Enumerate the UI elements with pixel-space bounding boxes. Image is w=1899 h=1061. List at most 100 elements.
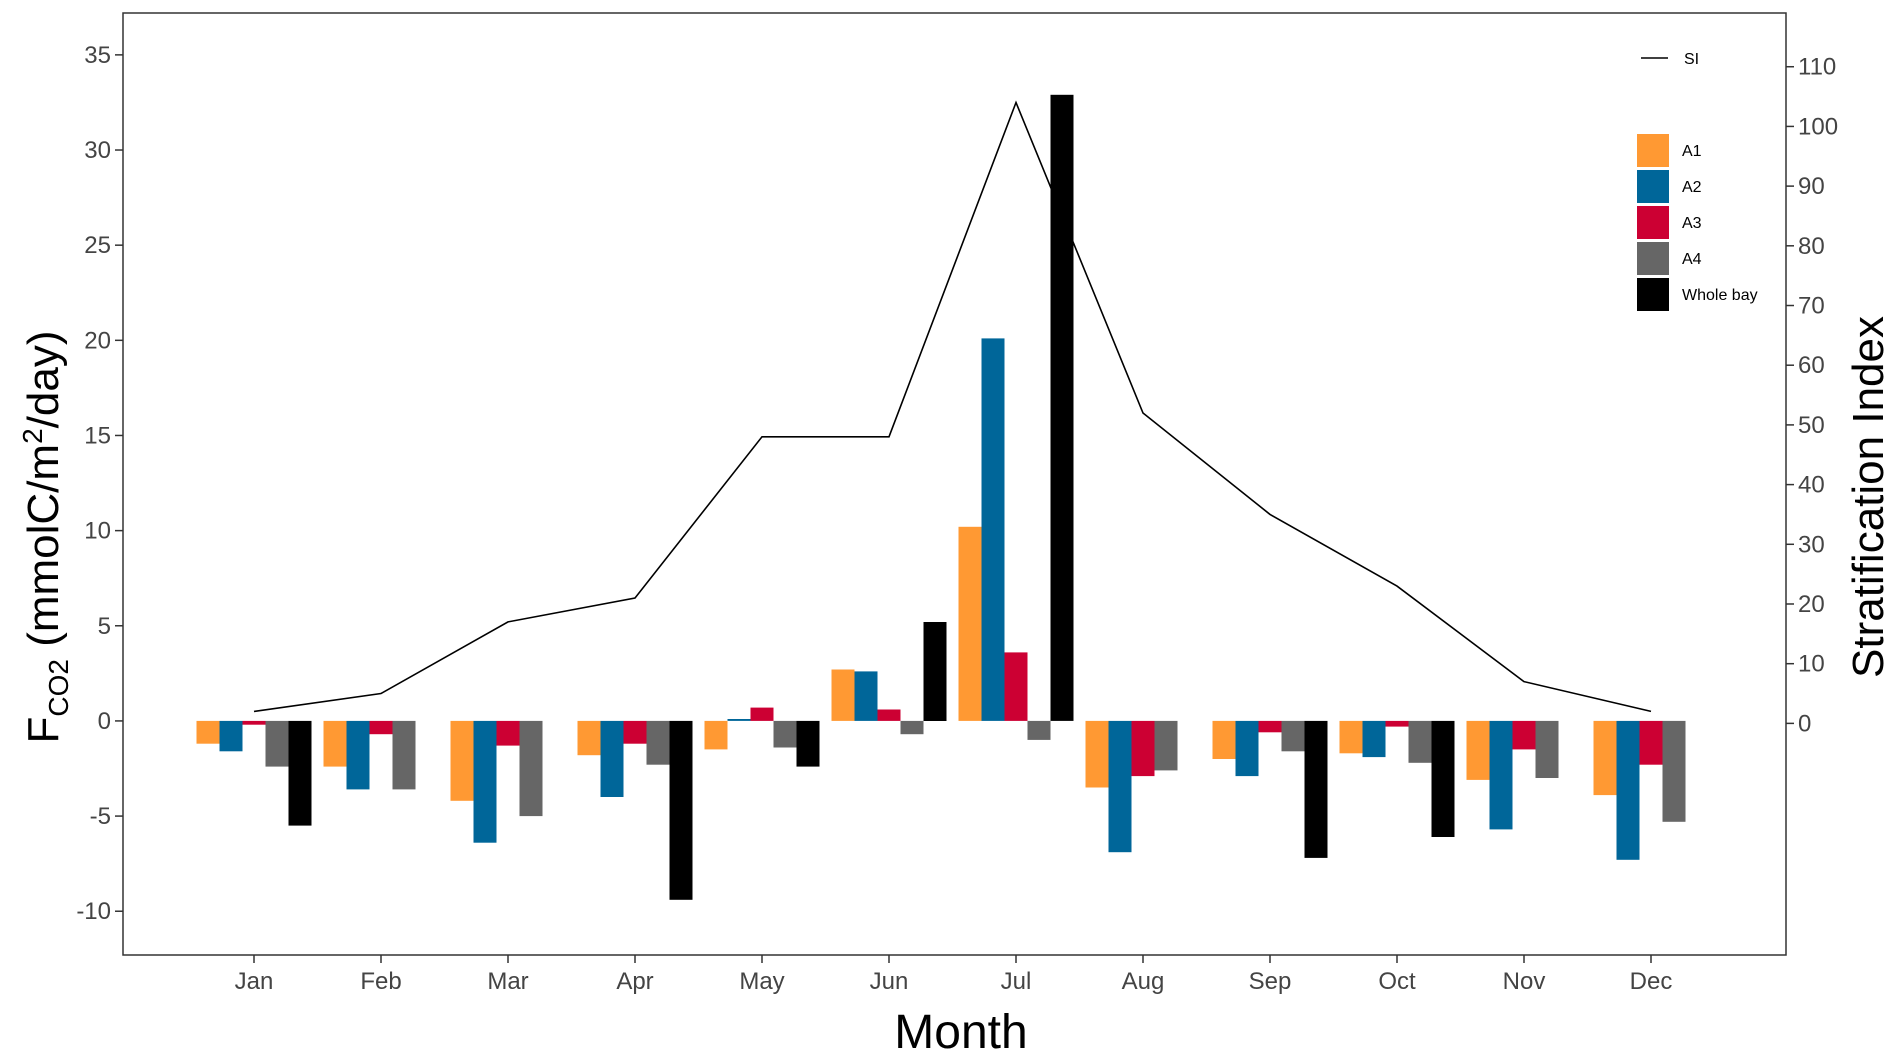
y-left-tick-label-0: 0 <box>98 708 111 735</box>
legend-swatch-a1 <box>1637 134 1669 167</box>
bar-series-a1 <box>196 526 1617 801</box>
y-left-tick-label-25: 25 <box>84 232 111 259</box>
legend-swatch-a2 <box>1637 170 1669 203</box>
si-line-group <box>253 100 1652 713</box>
y-left-tick-label--10: -10 <box>76 898 111 925</box>
legend-entry-a2: A2 <box>1637 170 1702 203</box>
bar-whole-bay-may <box>796 720 820 767</box>
y-right-tick-label-10: 10 <box>1798 651 1825 678</box>
y-right-tick-label-20: 20 <box>1798 591 1825 618</box>
bar-a4-jun <box>900 720 924 735</box>
bar-a3-oct <box>1385 720 1409 727</box>
y-right-tick-label-90: 90 <box>1798 173 1825 200</box>
x-tick-label-may: May <box>739 968 784 995</box>
bar-a1-sep <box>1212 720 1236 759</box>
bar-a2-dec <box>1616 720 1640 860</box>
y-axis-left-title-sup: 2 <box>17 428 48 444</box>
bar-a2-feb <box>346 720 370 790</box>
y-right-tick-label-70: 70 <box>1798 293 1825 320</box>
bar-a2-sep <box>1235 720 1259 777</box>
x-tick-label-oct: Oct <box>1378 968 1416 995</box>
bar-a3-jun <box>877 709 901 721</box>
y-right-tick-label-80: 80 <box>1798 233 1825 260</box>
x-tick-label-sep: Sep <box>1249 968 1292 995</box>
y-right-tick-label-60: 60 <box>1798 352 1825 379</box>
bar-a4-jan <box>265 720 289 767</box>
x-tick-label-jun: Jun <box>870 968 909 995</box>
y-axis-left-title-main: F <box>19 717 68 744</box>
bar-a1-dec <box>1593 720 1617 796</box>
legend-label-si: SI <box>1684 51 1699 68</box>
bar-a1-nov <box>1466 720 1490 780</box>
y-left-tick-label-20: 20 <box>84 327 111 354</box>
y-left-tick-label-15: 15 <box>84 422 111 449</box>
legend-entry-whole-bay: Whole bay <box>1637 278 1758 311</box>
legend-label-a1: A1 <box>1682 143 1702 160</box>
bar-a3-may <box>750 707 774 721</box>
bar-whole-bay-sep <box>1304 720 1328 858</box>
y-axis-left: -10 -5 0 5 10 15 20 25 30 35 <box>76 42 123 925</box>
y-axis-left-title-sub: CO2 <box>43 659 74 717</box>
legend-entry-a4: A4 <box>1637 242 1702 275</box>
y-axis-right: 0 10 20 30 40 50 60 70 80 90 100 110 <box>1786 54 1838 737</box>
bar-a1-mar <box>450 720 474 801</box>
bar-a2-oct <box>1362 720 1386 758</box>
bar-series-a2 <box>219 338 1640 860</box>
plot-area <box>122 12 1787 956</box>
bar-a4-jul <box>1027 720 1051 740</box>
y-right-tick-label-110: 110 <box>1798 54 1836 81</box>
bar-a3-mar <box>496 720 520 746</box>
bar-whole-bay-jun <box>923 622 947 721</box>
bar-a3-jul <box>1004 652 1028 721</box>
bar-a2-jan <box>219 720 243 752</box>
bar-a1-may <box>704 720 728 750</box>
legend-swatch-a3 <box>1637 206 1669 239</box>
y-right-tick-label-100: 100 <box>1798 113 1838 140</box>
bar-a3-apr <box>623 720 647 744</box>
legend-swatch-a4 <box>1637 242 1669 275</box>
bar-a3-jan <box>242 720 266 725</box>
bar-a1-jul <box>958 526 982 721</box>
bar-a1-apr <box>577 720 601 756</box>
bar-a4-nov <box>1535 720 1559 778</box>
bar-whole-bay-jul <box>1050 94 1074 721</box>
bar-series-a4 <box>265 720 1686 822</box>
legend-label-a4: A4 <box>1682 251 1702 268</box>
bar-a2-jul <box>981 338 1005 721</box>
bar-a1-jan <box>196 720 220 744</box>
y-axis-left-title-end: /day) <box>19 331 68 429</box>
bar-a1-oct <box>1339 720 1363 754</box>
y-left-tick-label-10: 10 <box>84 518 111 545</box>
bar-a4-dec <box>1662 720 1686 822</box>
legend-swatch-whole-bay <box>1637 278 1669 311</box>
bar-series-a3 <box>242 652 1663 777</box>
y-right-tick-label-50: 50 <box>1798 412 1825 439</box>
x-tick-label-aug: Aug <box>1122 968 1165 995</box>
bars-group <box>196 94 1686 900</box>
legend-entry-si: SI <box>1641 51 1699 68</box>
x-tick-label-jan: Jan <box>235 968 274 995</box>
x-tick-label-feb: Feb <box>360 968 401 995</box>
x-tick-label-apr: Apr <box>616 968 653 995</box>
bar-a3-nov <box>1512 720 1536 750</box>
legend-entry-a3: A3 <box>1637 206 1702 239</box>
bar-whole-bay-apr <box>669 720 693 900</box>
bar-series-whole-bay <box>288 94 1455 900</box>
bar-a3-sep <box>1258 720 1282 733</box>
bar-whole-bay-jan <box>288 720 312 826</box>
y-right-tick-label-0: 0 <box>1798 710 1811 737</box>
bar-a1-aug <box>1085 720 1109 788</box>
y-axis-left-title: FCO2 (mmolC/m2/day) <box>17 331 74 744</box>
bar-a2-apr <box>600 720 624 797</box>
x-tick-label-nov: Nov <box>1503 968 1546 995</box>
bar-a4-aug <box>1154 720 1178 771</box>
x-tick-label-mar: Mar <box>487 968 528 995</box>
y-left-tick-label-30: 30 <box>84 137 111 164</box>
bar-a3-dec <box>1639 720 1663 765</box>
legend: SI A1 A2 A3 A4 Whole bay <box>1637 51 1758 311</box>
bar-a2-aug <box>1108 720 1132 853</box>
bar-a1-jun <box>831 669 855 721</box>
legend-label-a2: A2 <box>1682 179 1702 196</box>
